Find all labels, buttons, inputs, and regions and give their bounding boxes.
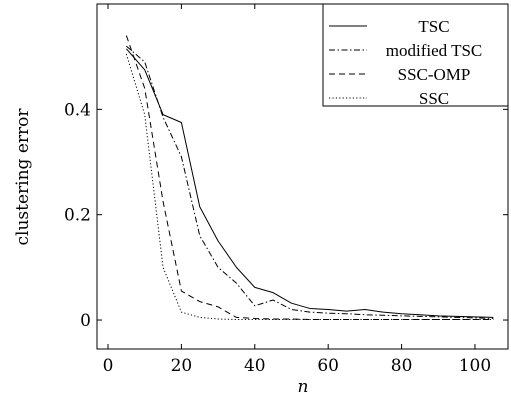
legend: TSC modified TSC SSC-OMP SSC xyxy=(322,3,509,108)
x-tick-label: 80 xyxy=(391,356,413,376)
legend-label-modified-tsc: modified TSC xyxy=(386,41,483,60)
legend-label-tsc: TSC xyxy=(418,17,449,36)
y-axis-ticks: 0 0.2 0.4 xyxy=(64,100,508,331)
legend-box xyxy=(322,3,509,107)
y-tick-label: 0.4 xyxy=(64,100,91,120)
legend-label-ssc-omp: SSC-OMP xyxy=(398,65,471,84)
y-tick-label: 0.2 xyxy=(64,206,91,226)
x-tick-label: 20 xyxy=(171,356,193,376)
series-layer xyxy=(125,35,494,320)
x-tick-label: 100 xyxy=(459,356,491,376)
x-axis-ticks: 0 20 40 60 80 100 xyxy=(103,4,491,376)
x-tick-label: 0 xyxy=(103,356,114,376)
x-tick-label: 60 xyxy=(317,356,339,376)
y-axis-title: clustering error xyxy=(13,108,33,246)
series-line-ssc xyxy=(125,53,494,320)
legend-label-ssc: SSC xyxy=(419,89,449,108)
x-axis-title: n xyxy=(298,377,309,397)
y-tick-label: 0 xyxy=(80,311,91,331)
plot-frame xyxy=(96,3,509,350)
series-line-modified-tsc xyxy=(126,45,494,319)
x-tick-label: 40 xyxy=(244,356,266,376)
series-line-tsc xyxy=(125,48,494,318)
